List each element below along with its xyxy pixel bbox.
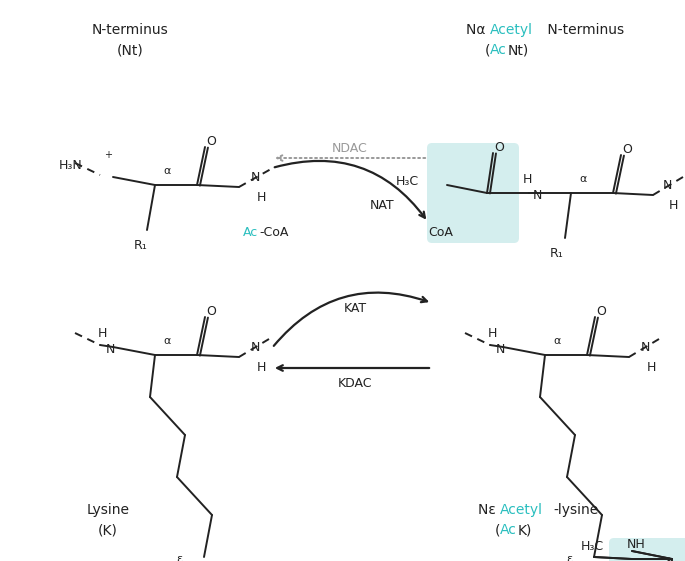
- Text: Nε: Nε: [477, 503, 500, 517]
- Text: H: H: [257, 191, 266, 204]
- Text: O: O: [206, 135, 216, 148]
- Text: N: N: [533, 188, 543, 201]
- Text: -lysine: -lysine: [553, 503, 598, 517]
- Text: Nt): Nt): [508, 43, 530, 57]
- Text: α: α: [553, 336, 560, 346]
- Text: N: N: [251, 171, 260, 183]
- Text: α: α: [579, 174, 586, 184]
- Text: NDAC: NDAC: [332, 141, 368, 154]
- Text: H: H: [647, 361, 656, 374]
- Text: N-terminus: N-terminus: [92, 23, 169, 37]
- Text: (Nt): (Nt): [116, 43, 143, 57]
- Text: R₁: R₁: [550, 246, 564, 260]
- FancyBboxPatch shape: [609, 538, 685, 561]
- Text: H₃N: H₃N: [59, 159, 83, 172]
- Text: N-terminus: N-terminus: [543, 23, 624, 37]
- Text: N: N: [496, 343, 505, 356]
- Text: Ac: Ac: [500, 523, 517, 537]
- Text: Lysine: Lysine: [86, 503, 129, 517]
- Text: ε: ε: [176, 554, 182, 561]
- Text: (: (: [495, 523, 500, 537]
- Text: α: α: [163, 336, 171, 346]
- Text: K): K): [518, 523, 532, 537]
- Text: Nα: Nα: [466, 23, 490, 37]
- Text: NH: NH: [627, 539, 645, 551]
- Text: KAT: KAT: [343, 301, 366, 315]
- Text: H: H: [669, 199, 678, 211]
- Text: NAT: NAT: [370, 199, 395, 211]
- Text: H: H: [98, 327, 107, 339]
- Text: O: O: [622, 142, 632, 155]
- Text: H: H: [257, 361, 266, 374]
- Text: H: H: [522, 172, 532, 186]
- Text: CoA: CoA: [428, 226, 453, 238]
- Text: H: H: [488, 327, 497, 339]
- Text: H₃C: H₃C: [396, 174, 419, 187]
- Text: O: O: [596, 305, 606, 318]
- Text: N: N: [105, 343, 115, 356]
- FancyBboxPatch shape: [427, 143, 519, 243]
- Text: (K): (K): [98, 523, 118, 537]
- Text: H₃C: H₃C: [581, 540, 604, 554]
- Text: Ac: Ac: [242, 226, 258, 238]
- Text: -CoA: -CoA: [259, 226, 288, 238]
- Text: N: N: [663, 178, 673, 191]
- Text: N: N: [251, 341, 260, 353]
- Text: O: O: [206, 305, 216, 318]
- Text: α: α: [163, 166, 171, 176]
- Text: KDAC: KDAC: [338, 376, 372, 389]
- Text: Ac: Ac: [490, 43, 507, 57]
- Text: (: (: [484, 43, 490, 57]
- Text: Acetyl: Acetyl: [490, 23, 533, 37]
- Text: +: +: [104, 150, 112, 160]
- Text: ε: ε: [566, 554, 572, 561]
- Text: N: N: [641, 341, 650, 353]
- Text: O: O: [494, 140, 504, 154]
- Text: R₁: R₁: [134, 238, 148, 251]
- Text: Acetyl: Acetyl: [500, 503, 543, 517]
